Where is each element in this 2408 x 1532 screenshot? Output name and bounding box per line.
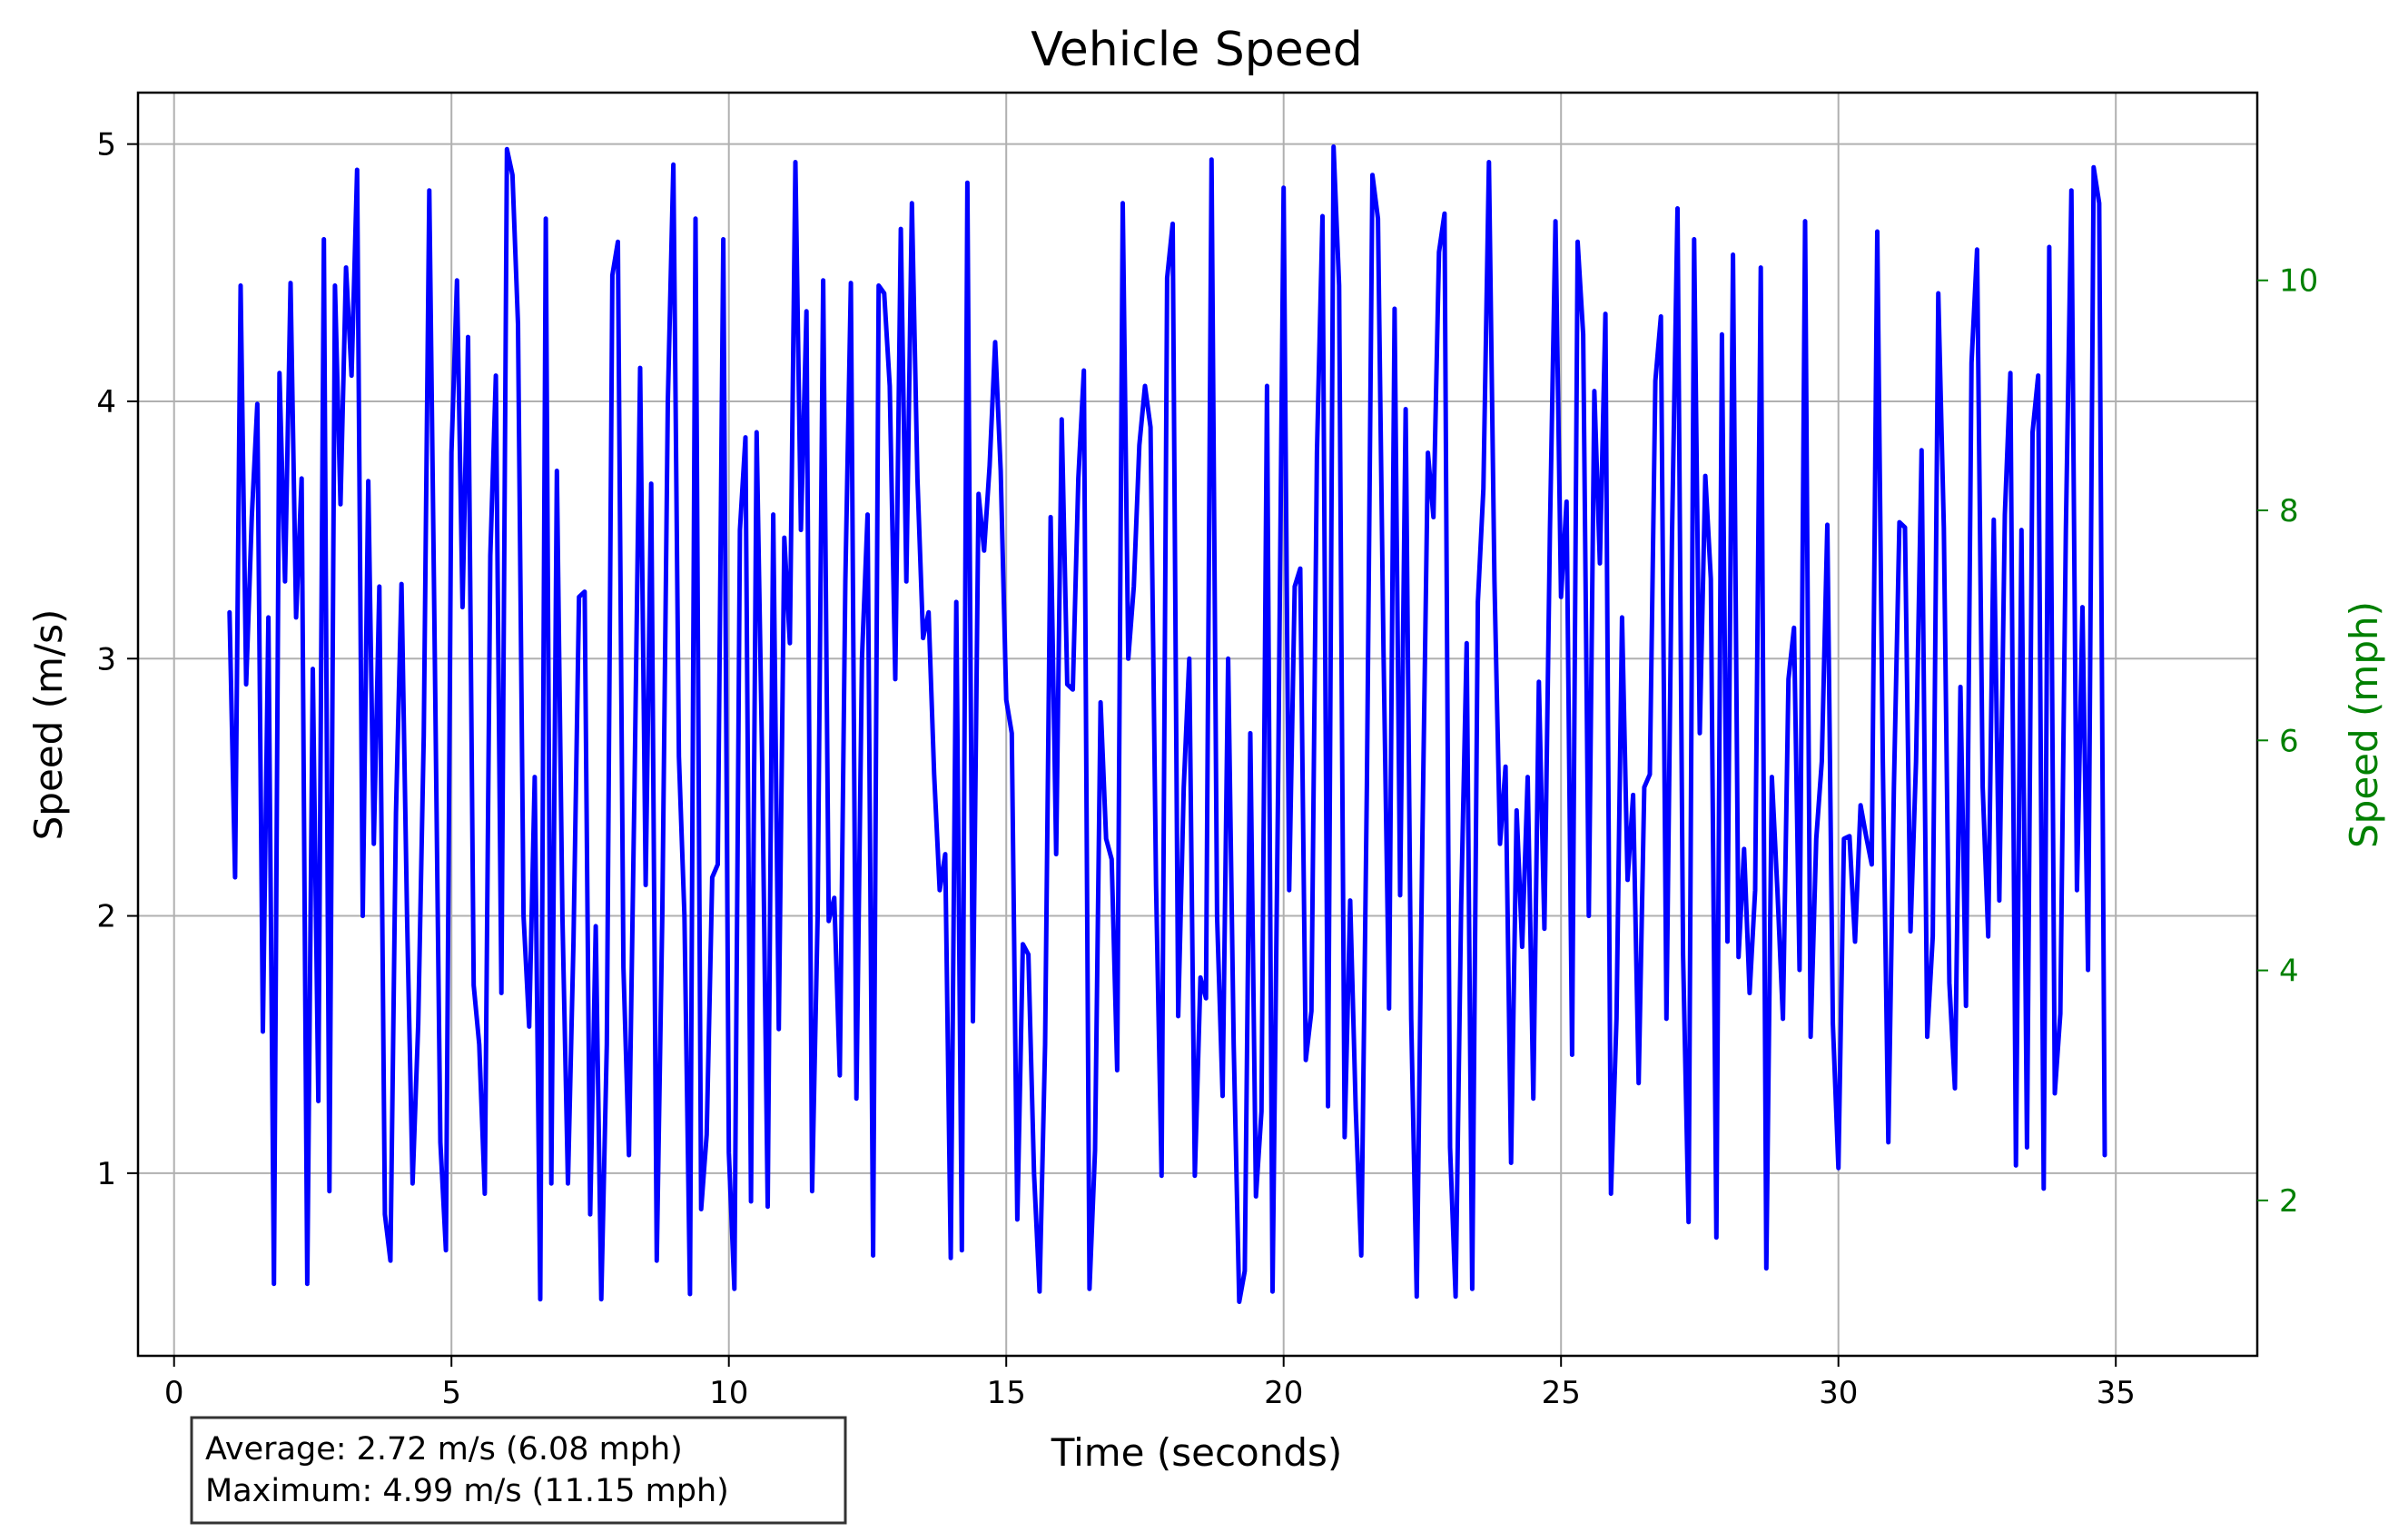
y-axis-left: 1 2 3 4 5 [96,127,138,1192]
x-tick-label: 35 [2097,1375,2136,1411]
y-tick-label: 2 [96,899,116,935]
stats-maximum: Maximum: 4.99 m/s (11.15 mph) [205,1473,729,1509]
stats-box: Average: 2.72 m/s (6.08 mph) Maximum: 4.… [190,1416,847,1525]
series-layer [227,144,2107,1304]
x-tick-label: 0 [164,1375,184,1411]
stats-box-frame [190,1416,847,1525]
x-tick-label: 15 [987,1375,1026,1411]
y-axis-right: 2 4 6 8 10 [2257,263,2318,1220]
y2-tick-label: 2 [2279,1183,2299,1220]
x-axis: 0 5 10 15 20 25 30 35 [164,1356,2136,1411]
speed-line [227,144,2107,1304]
y-tick-label: 3 [96,641,116,677]
y2-tick-label: 4 [2279,954,2299,990]
y2-axis-label: Speed (mph) [2342,601,2386,848]
chart-title: Vehicle Speed [1031,23,1363,77]
x-tick-label: 10 [709,1375,748,1411]
x-tick-label: 5 [441,1375,461,1411]
stats-average: Average: 2.72 m/s (6.08 mph) [205,1431,683,1468]
y2-tick-label: 6 [2279,723,2299,759]
y2-tick-label: 10 [2279,263,2318,300]
y-tick-label: 1 [96,1156,116,1192]
y2-tick-label: 8 [2279,493,2299,529]
y-tick-label: 4 [96,384,116,420]
y-tick-label: 5 [96,127,116,163]
x-axis-label: Time (seconds) [1051,1430,1343,1475]
x-tick-label: 30 [1819,1375,1858,1411]
plot-frame [136,91,2259,1358]
y-axis-label: Speed (m/s) [26,609,71,841]
x-tick-label: 20 [1264,1375,1303,1411]
x-tick-label: 25 [1542,1375,1581,1411]
